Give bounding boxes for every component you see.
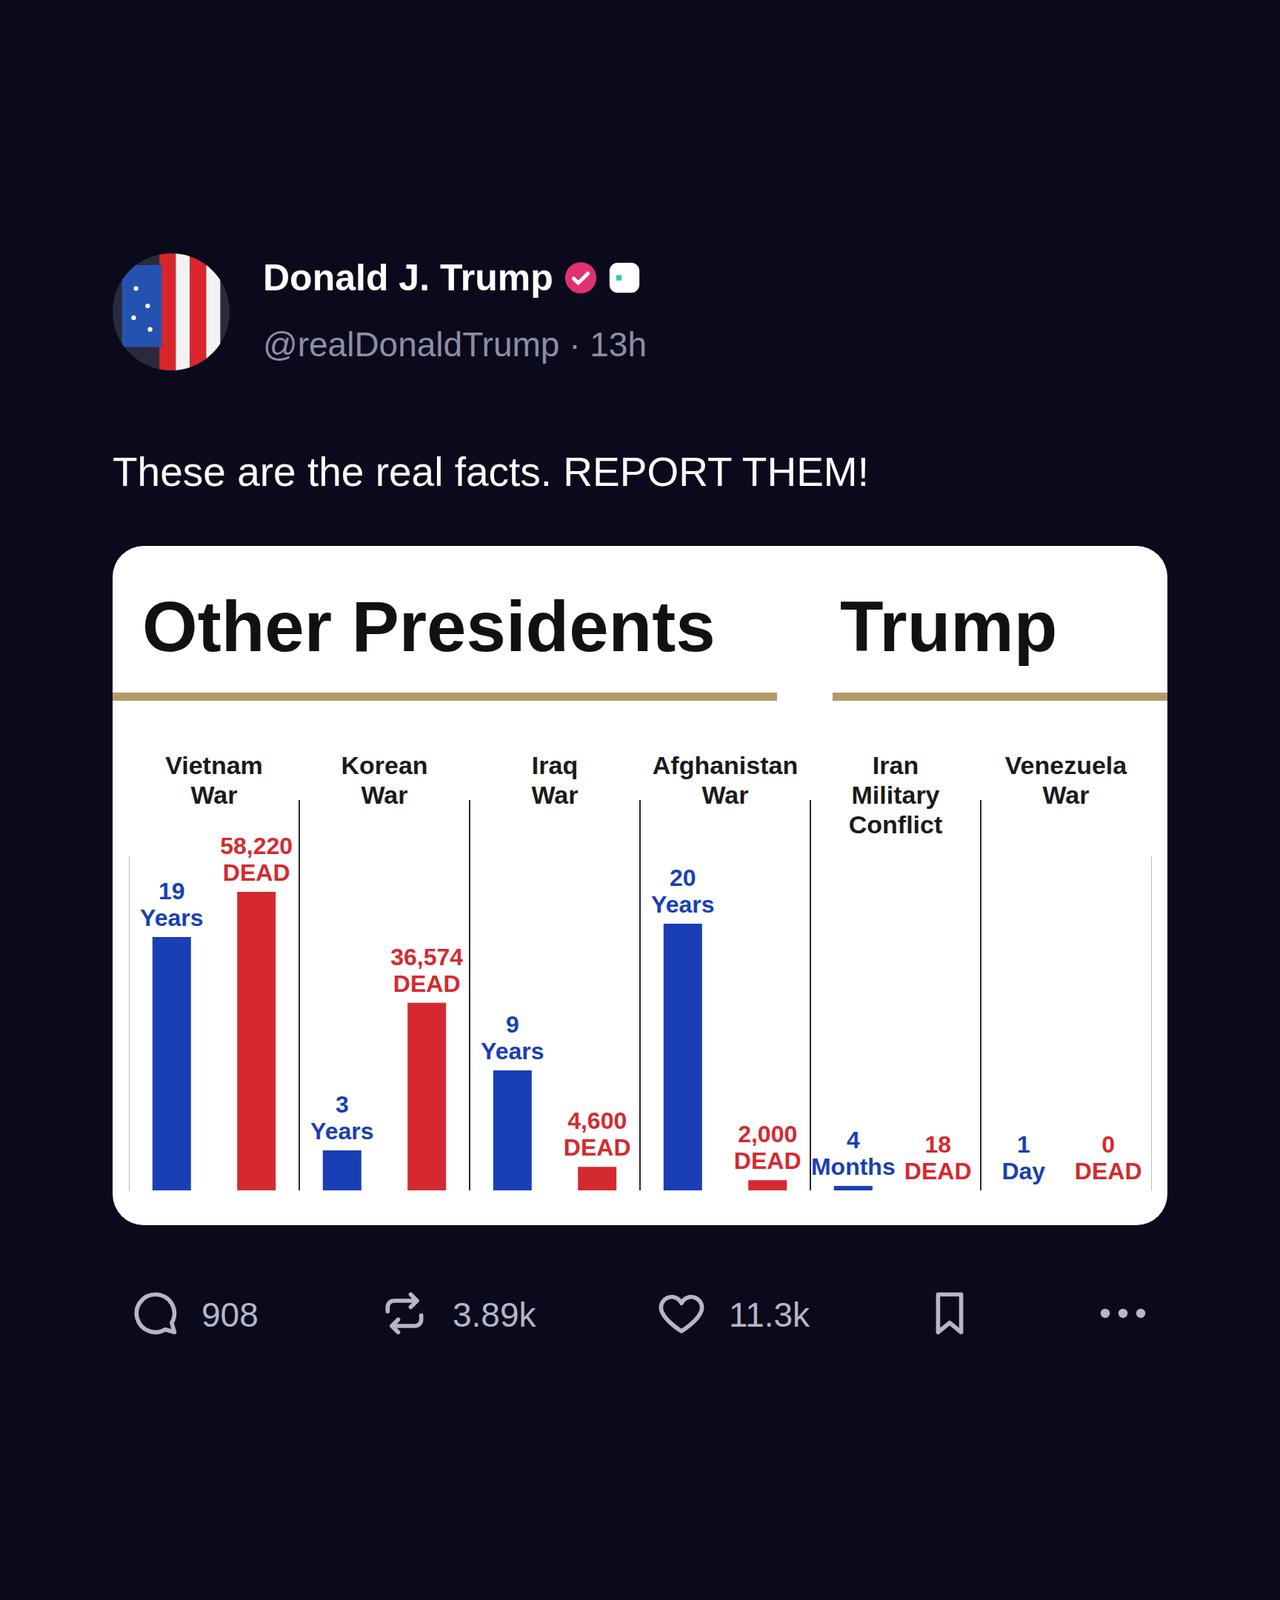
svg-text:20: 20 — [669, 864, 697, 892]
svg-text:Months: Months — [811, 1153, 896, 1180]
svg-text:DEAD: DEAD — [563, 1134, 632, 1161]
svg-text:War: War — [191, 780, 238, 809]
svg-text:2,000: 2,000 — [737, 1120, 798, 1148]
html-text:908: 908 — [201, 1295, 259, 1335]
svg-text:War: War — [702, 780, 749, 809]
html-text:3.89k: 3.89k — [452, 1295, 536, 1335]
svg-text:DEAD: DEAD — [1074, 1157, 1143, 1185]
svg-text:DEAD: DEAD — [734, 1147, 802, 1175]
svg-text:Military: Military — [851, 780, 940, 809]
svg-text:Iran: Iran — [872, 751, 919, 780]
svg-text:Conflict: Conflict — [848, 810, 943, 839]
svg-text:DEAD: DEAD — [904, 1157, 972, 1185]
svg-text:3: 3 — [335, 1091, 349, 1118]
svg-text:Other Presidents: Other Presidents — [142, 586, 716, 666]
svg-text:Afghanistan: Afghanistan — [652, 751, 798, 780]
html-text:These are the real facts. REPO: These are the real facts. REPORT THEM! — [112, 448, 869, 495]
html-text:11.3k: 11.3k — [728, 1295, 810, 1335]
svg-text:Trump: Trump — [840, 586, 1058, 666]
svg-text:War: War — [531, 780, 579, 809]
html-text:@realDonaldTrump · 13h: @realDonaldTrump · 13h — [262, 325, 647, 364]
svg-text:DEAD: DEAD — [393, 970, 461, 998]
svg-text:Years: Years — [651, 891, 715, 918]
svg-text:18: 18 — [924, 1131, 952, 1158]
svg-text:War: War — [1042, 780, 1090, 809]
svg-text:Venezuela: Venezuela — [1005, 751, 1129, 780]
svg-text:War: War — [361, 780, 409, 809]
svg-text:19: 19 — [158, 877, 186, 905]
svg-text:Korean: Korean — [340, 751, 428, 780]
html-text:Donald J. Trump: Donald J. Trump — [262, 257, 554, 299]
svg-text:DEAD: DEAD — [222, 859, 291, 886]
svg-text:4,600: 4,600 — [567, 1107, 627, 1135]
svg-text:Iraq: Iraq — [531, 751, 578, 780]
svg-text:36,574: 36,574 — [390, 943, 463, 971]
svg-text:0: 0 — [1101, 1131, 1115, 1158]
svg-text:Vietnam: Vietnam — [165, 751, 263, 780]
svg-text:Years: Years — [480, 1037, 544, 1065]
svg-text:4: 4 — [846, 1126, 860, 1154]
svg-text:Years: Years — [140, 904, 203, 932]
svg-text:Day: Day — [1001, 1157, 1046, 1185]
svg-text:Years: Years — [310, 1117, 374, 1145]
svg-text:9: 9 — [505, 1011, 520, 1038]
svg-text:1: 1 — [1017, 1131, 1031, 1158]
svg-text:58,220: 58,220 — [220, 832, 293, 860]
